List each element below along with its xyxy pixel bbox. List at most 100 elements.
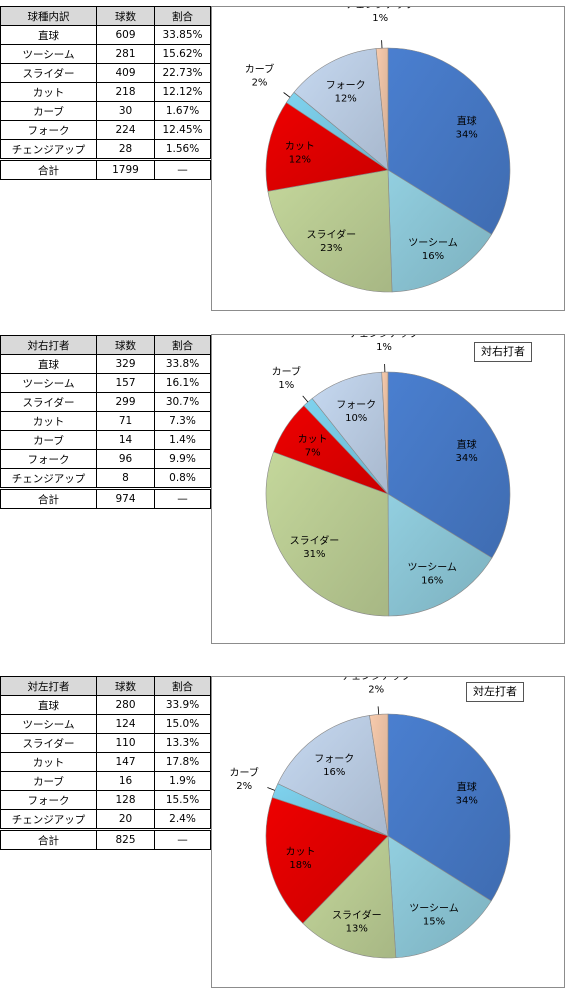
table-row: 直球 280 33.9% bbox=[0, 695, 211, 715]
table-header: 割合 bbox=[154, 676, 211, 696]
slice-label: カーブ bbox=[245, 63, 274, 76]
table-total-row: 合計 1799— bbox=[0, 158, 211, 180]
pie-slice bbox=[387, 835, 492, 959]
pie-slice bbox=[277, 715, 389, 837]
table-row: 直球 609 33.85% bbox=[0, 25, 211, 45]
table-row: ツーシーム 281 15.62% bbox=[0, 44, 211, 64]
pie-chart: 直球 34% ツーシーム 16% スライダー 31% カット 7% カーブ 1% フォーク 10% チェ… bbox=[265, 335, 511, 617]
table-row: スライダー 299 30.7% bbox=[0, 392, 211, 412]
pitch-type-cell: スライダー bbox=[0, 392, 97, 412]
pitch-count-cell: 124 bbox=[96, 714, 155, 734]
pitch-count-cell: 218 bbox=[96, 82, 155, 102]
slice-percent-label: 34% bbox=[456, 129, 478, 140]
pie-chart-box: 直球 34% ツーシーム 16% スライダー 31% カット 7% カーブ 1% フォーク 10% チェ… bbox=[211, 334, 565, 644]
pitch-ratio-cell: 30.7% bbox=[154, 392, 211, 412]
pie-slice bbox=[267, 169, 393, 293]
slice-percent-label: 16% bbox=[421, 575, 443, 586]
pitch-count-cell: 329 bbox=[96, 354, 155, 374]
pitch-count-cell: 609 bbox=[96, 25, 155, 45]
table-total-row: 合計 825— bbox=[0, 828, 211, 850]
chart-tag-label: 対左打者 bbox=[466, 682, 524, 702]
pitch-ratio-cell: 17.8% bbox=[154, 752, 211, 772]
table-header: 球数 bbox=[96, 6, 155, 26]
pitch-count-cell: 16 bbox=[96, 771, 155, 791]
pitch-type-cell: チェンジアップ bbox=[0, 809, 97, 830]
slice-percent-label: 2% bbox=[236, 781, 252, 792]
slice-percent-label: 7% bbox=[305, 448, 321, 459]
pie-slice bbox=[375, 47, 389, 171]
slice-label: カット bbox=[285, 141, 315, 153]
table-row: カット 147 17.8% bbox=[0, 752, 211, 772]
pitch-ratio-cell: 15.62% bbox=[154, 44, 211, 64]
pitch-count-cell: 224 bbox=[96, 120, 155, 140]
pitch-ratio-cell: 13.3% bbox=[154, 733, 211, 753]
leader-line bbox=[302, 395, 309, 403]
slice-percent-label: 10% bbox=[345, 413, 367, 424]
pitch-type-cell: カーブ bbox=[0, 430, 97, 450]
slice-percent-label: 15% bbox=[423, 916, 445, 927]
pitch-count-cell: 128 bbox=[96, 790, 155, 810]
slice-label: スライダー bbox=[306, 228, 356, 241]
slice-percent-label: 23% bbox=[320, 243, 342, 254]
leader-line bbox=[283, 92, 291, 98]
pitch-type-cell: カット bbox=[0, 411, 97, 431]
slice-percent-label: 1% bbox=[372, 13, 388, 24]
pitch-count-cell: 28 bbox=[96, 139, 155, 160]
pitch-count-cell: 96 bbox=[96, 449, 155, 469]
pitch-count-cell: 299 bbox=[96, 392, 155, 412]
slice-label: 直球 bbox=[457, 781, 477, 794]
pie-slice bbox=[302, 835, 397, 959]
slice-label: カーブ bbox=[272, 365, 301, 378]
pitch-type-cell: ツーシーム bbox=[0, 373, 97, 393]
pitch-type-cell: スライダー bbox=[0, 63, 97, 83]
pitch-mix-section-vs-right: 対右打者 球数 割合 直球 329 33.8% ツーシーム 157 16.1% スライダ… bbox=[0, 328, 587, 658]
total-label-cell: 合計 bbox=[0, 487, 97, 509]
pie-slice bbox=[387, 47, 511, 235]
slice-label: ツーシーム bbox=[408, 237, 458, 249]
pitch-type-cell: カーブ bbox=[0, 771, 97, 791]
slice-label: ツーシーム bbox=[409, 902, 459, 914]
slice-label: チェンジアップ bbox=[349, 335, 419, 340]
table-row: スライダー 110 13.3% bbox=[0, 733, 211, 753]
pitch-mix-table: 球種内訳 球数 割合 直球 609 33.85% ツーシーム 281 15.62% スラ… bbox=[0, 6, 211, 180]
slice-label: カット bbox=[286, 846, 316, 858]
pie-slice bbox=[387, 371, 511, 559]
table-row: カット 218 12.12% bbox=[0, 82, 211, 102]
pitch-ratio-cell: 1.67% bbox=[154, 101, 211, 121]
pitch-ratio-cell: 33.8% bbox=[154, 354, 211, 374]
table-row: カーブ 14 1.4% bbox=[0, 430, 211, 450]
leader-line bbox=[267, 787, 275, 791]
pitch-ratio-cell: 33.85% bbox=[154, 25, 211, 45]
pie-slice bbox=[293, 48, 389, 171]
slice-label: カーブ bbox=[229, 766, 258, 779]
pitch-ratio-cell: 9.9% bbox=[154, 449, 211, 469]
slice-percent-label: 12% bbox=[335, 94, 357, 105]
pie-chart-box: 直球 34% ツーシーム 16% スライダー 23% カット 12% カーブ 2% フォーク 12% チ… bbox=[211, 6, 565, 311]
pitch-count-cell: 30 bbox=[96, 101, 155, 121]
pitch-mix-section-overall: 球種内訳 球数 割合 直球 609 33.85% ツーシーム 281 15.62% スラ… bbox=[0, 0, 587, 320]
pitch-type-cell: カット bbox=[0, 82, 97, 102]
total-count-cell: 825 bbox=[96, 828, 155, 850]
table-header: 対右打者 bbox=[0, 335, 97, 355]
pitch-ratio-cell: 7.3% bbox=[154, 411, 211, 431]
table-row: チェンジアップ 20 2.4% bbox=[0, 809, 211, 830]
table-header: 対左打者 bbox=[0, 676, 97, 696]
pitch-mix-table: 対右打者 球数 割合 直球 329 33.8% ツーシーム 157 16.1% スライダ… bbox=[0, 335, 211, 509]
pitch-type-cell: カット bbox=[0, 752, 97, 772]
pie-slice bbox=[265, 451, 390, 617]
chart-tag-label: 対右打者 bbox=[474, 342, 532, 362]
slice-percent-label: 1% bbox=[278, 380, 294, 391]
table-row: カット 71 7.3% bbox=[0, 411, 211, 431]
table-row: チェンジアップ 8 0.8% bbox=[0, 468, 211, 489]
slice-label: 直球 bbox=[457, 114, 477, 127]
table-row: フォーク 224 12.45% bbox=[0, 120, 211, 140]
table-header: 割合 bbox=[154, 6, 211, 26]
slice-percent-label: 13% bbox=[346, 923, 368, 934]
total-ratio-cell: — bbox=[154, 158, 211, 180]
slice-label: 直球 bbox=[457, 438, 477, 451]
table-row: ツーシーム 124 15.0% bbox=[0, 714, 211, 734]
slice-percent-label: 34% bbox=[456, 796, 478, 807]
pitch-type-cell: 直球 bbox=[0, 354, 97, 374]
table-header: 球種内訳 bbox=[0, 6, 97, 26]
slice-percent-label: 16% bbox=[323, 767, 345, 778]
